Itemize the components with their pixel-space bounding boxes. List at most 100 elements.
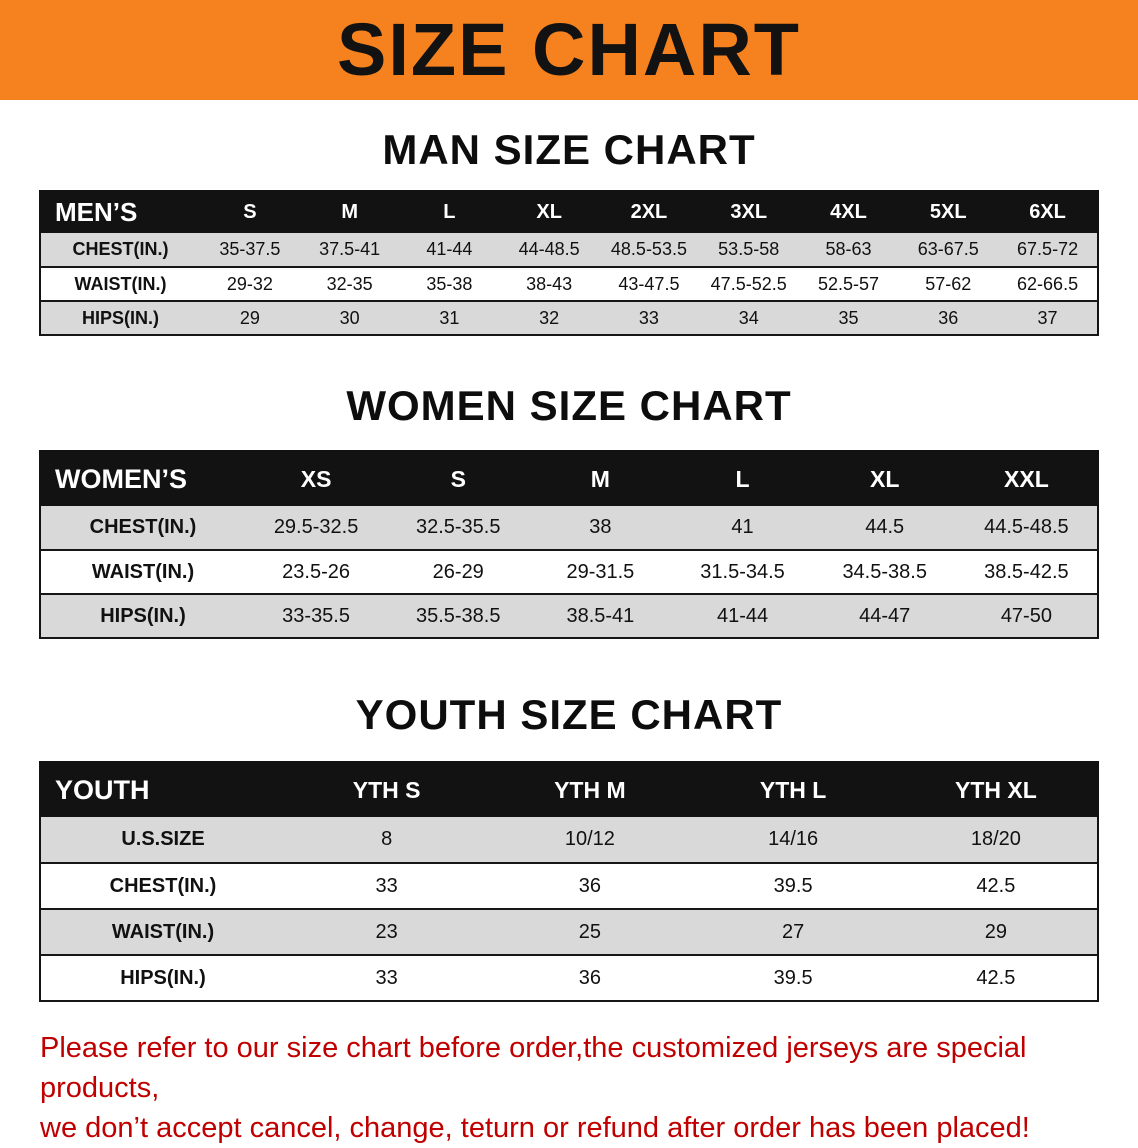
size-value: 52.5-57 (798, 267, 899, 302)
size-value: 44-47 (813, 594, 956, 639)
size-value: 31.5-34.5 (671, 550, 814, 595)
size-value: 30 (299, 301, 400, 336)
size-value: 41-44 (671, 594, 814, 639)
row-label: HIPS(IN.) (40, 594, 245, 639)
size-value: 42.5 (894, 955, 1098, 1002)
measurement-row: WAIST(IN.) 23.5-26 26-29 29-31.5 31.5-34.5 34… (40, 550, 1098, 595)
size-value: 39.5 (691, 863, 895, 910)
men-section: MAN SIZE CHART MEN’S S M L XL 2XL 3XL 4XL 5XL 6XL… (0, 126, 1138, 336)
disclaimer-line-2: we don’t accept cancel, change, teturn o… (40, 1112, 1030, 1145)
size-value: 44-48.5 (499, 233, 600, 268)
size-value: 8 (285, 817, 489, 864)
size-value: 29.5-32.5 (245, 506, 388, 551)
women-section: WOMEN SIZE CHART WOMEN’S XS S M L XL XXL CHEST(… (0, 382, 1138, 639)
size-value: 41 (671, 506, 814, 551)
size-value: 10/12 (488, 817, 692, 864)
size-value: 38.5-42.5 (955, 550, 1098, 595)
size-value: 27 (691, 909, 895, 956)
measurement-row: HIPS(IN.) 33-35.5 35.5-38.5 38.5-41 41-44 44-… (40, 594, 1098, 639)
size-value: 44.5 (813, 506, 956, 551)
size-column-header: YTH L (691, 762, 895, 817)
measurement-row: WAIST(IN.) 29-32 32-35 35-38 38-43 43-47.5 47.… (40, 267, 1098, 302)
row-label: CHEST(IN.) (40, 506, 245, 551)
size-column-header: S (387, 451, 530, 506)
size-column-header: 3XL (698, 191, 799, 233)
size-column-header: M (529, 451, 672, 506)
size-value: 29 (200, 301, 300, 336)
size-value: 14/16 (691, 817, 895, 864)
youth-size-table: YOUTH YTH S YTH M YTH L YTH XL U.S.SIZE 8 10/12… (39, 761, 1099, 1002)
size-column-header: XS (245, 451, 388, 506)
measurement-row: WAIST(IN.) 23 25 27 29 (40, 909, 1098, 956)
row-label: WAIST(IN.) (40, 267, 200, 302)
measurement-row: CHEST(IN.) 33 36 39.5 42.5 (40, 863, 1098, 910)
row-label: WAIST(IN.) (40, 909, 285, 956)
measurement-row: HIPS(IN.) 29 30 31 32 33 34 35 36 37 (40, 301, 1098, 336)
row-label: CHEST(IN.) (40, 233, 200, 268)
measurement-row: U.S.SIZE 8 10/12 14/16 18/20 (40, 817, 1098, 864)
size-column-header: YTH S (285, 762, 489, 817)
row-label: CHEST(IN.) (40, 863, 285, 910)
size-value: 36 (488, 863, 692, 910)
size-value: 44.5-48.5 (955, 506, 1098, 551)
size-column-header: XL (499, 191, 600, 233)
size-column-header: XXL (955, 451, 1098, 506)
row-label: HIPS(IN.) (40, 955, 285, 1002)
size-column-header: S (200, 191, 300, 233)
men-size-table: MEN’S S M L XL 2XL 3XL 4XL 5XL 6XL CHEST(IN.) 35-37… (39, 190, 1099, 336)
disclaimer: Please refer to our size chart before or… (40, 1028, 1108, 1148)
size-value: 41-44 (399, 233, 500, 268)
size-value: 33 (599, 301, 699, 336)
women-section-heading: WOMEN SIZE CHART (346, 382, 792, 429)
disclaimer-line-1: Please refer to our size chart before or… (40, 1032, 1027, 1105)
size-value: 53.5-58 (698, 233, 799, 268)
table-corner-label: YOUTH (40, 762, 285, 817)
size-value: 34 (698, 301, 799, 336)
size-value: 32 (499, 301, 600, 336)
size-value: 47-50 (955, 594, 1098, 639)
size-value: 47.5-52.5 (698, 267, 799, 302)
size-value: 67.5-72 (998, 233, 1098, 268)
size-value: 36 (488, 955, 692, 1002)
size-value: 35.5-38.5 (387, 594, 530, 639)
size-value: 29 (894, 909, 1098, 956)
men-section-heading: MAN SIZE CHART (382, 126, 756, 173)
size-value: 43-47.5 (599, 267, 699, 302)
size-column-header: L (671, 451, 814, 506)
row-label: HIPS(IN.) (40, 301, 200, 336)
size-column-header: M (299, 191, 400, 233)
size-value: 42.5 (894, 863, 1098, 910)
page-title: SIZE CHART (337, 8, 801, 91)
size-value: 31 (399, 301, 500, 336)
size-value: 33 (285, 955, 489, 1002)
size-value: 32.5-35.5 (387, 506, 530, 551)
size-column-header: 6XL (998, 191, 1098, 233)
table-header-row: WOMEN’S XS S M L XL XXL (40, 451, 1098, 506)
size-value: 35 (798, 301, 899, 336)
size-column-header: XL (813, 451, 956, 506)
size-value: 29-32 (200, 267, 300, 302)
row-label: WAIST(IN.) (40, 550, 245, 595)
size-value: 18/20 (894, 817, 1098, 864)
table-corner-label: MEN’S (40, 191, 200, 233)
size-value: 26-29 (387, 550, 530, 595)
size-value: 38.5-41 (529, 594, 672, 639)
size-column-header: L (399, 191, 500, 233)
size-column-header: YTH M (488, 762, 692, 817)
table-corner-label: WOMEN’S (40, 451, 245, 506)
row-label: U.S.SIZE (40, 817, 285, 864)
size-value: 38 (529, 506, 672, 551)
size-value: 58-63 (798, 233, 899, 268)
size-value: 32-35 (299, 267, 400, 302)
size-value: 34.5-38.5 (813, 550, 956, 595)
size-value: 33 (285, 863, 489, 910)
size-value: 33-35.5 (245, 594, 388, 639)
size-value: 37 (998, 301, 1098, 336)
size-value: 25 (488, 909, 692, 956)
women-size-table: WOMEN’S XS S M L XL XXL CHEST(IN.) 29.5-32.5 32.5… (39, 450, 1099, 639)
size-column-header: 4XL (798, 191, 899, 233)
measurement-row: CHEST(IN.) 35-37.5 37.5-41 41-44 44-48.5 48.5… (40, 233, 1098, 268)
youth-section-heading: YOUTH SIZE CHART (355, 691, 783, 738)
size-value: 37.5-41 (299, 233, 400, 268)
